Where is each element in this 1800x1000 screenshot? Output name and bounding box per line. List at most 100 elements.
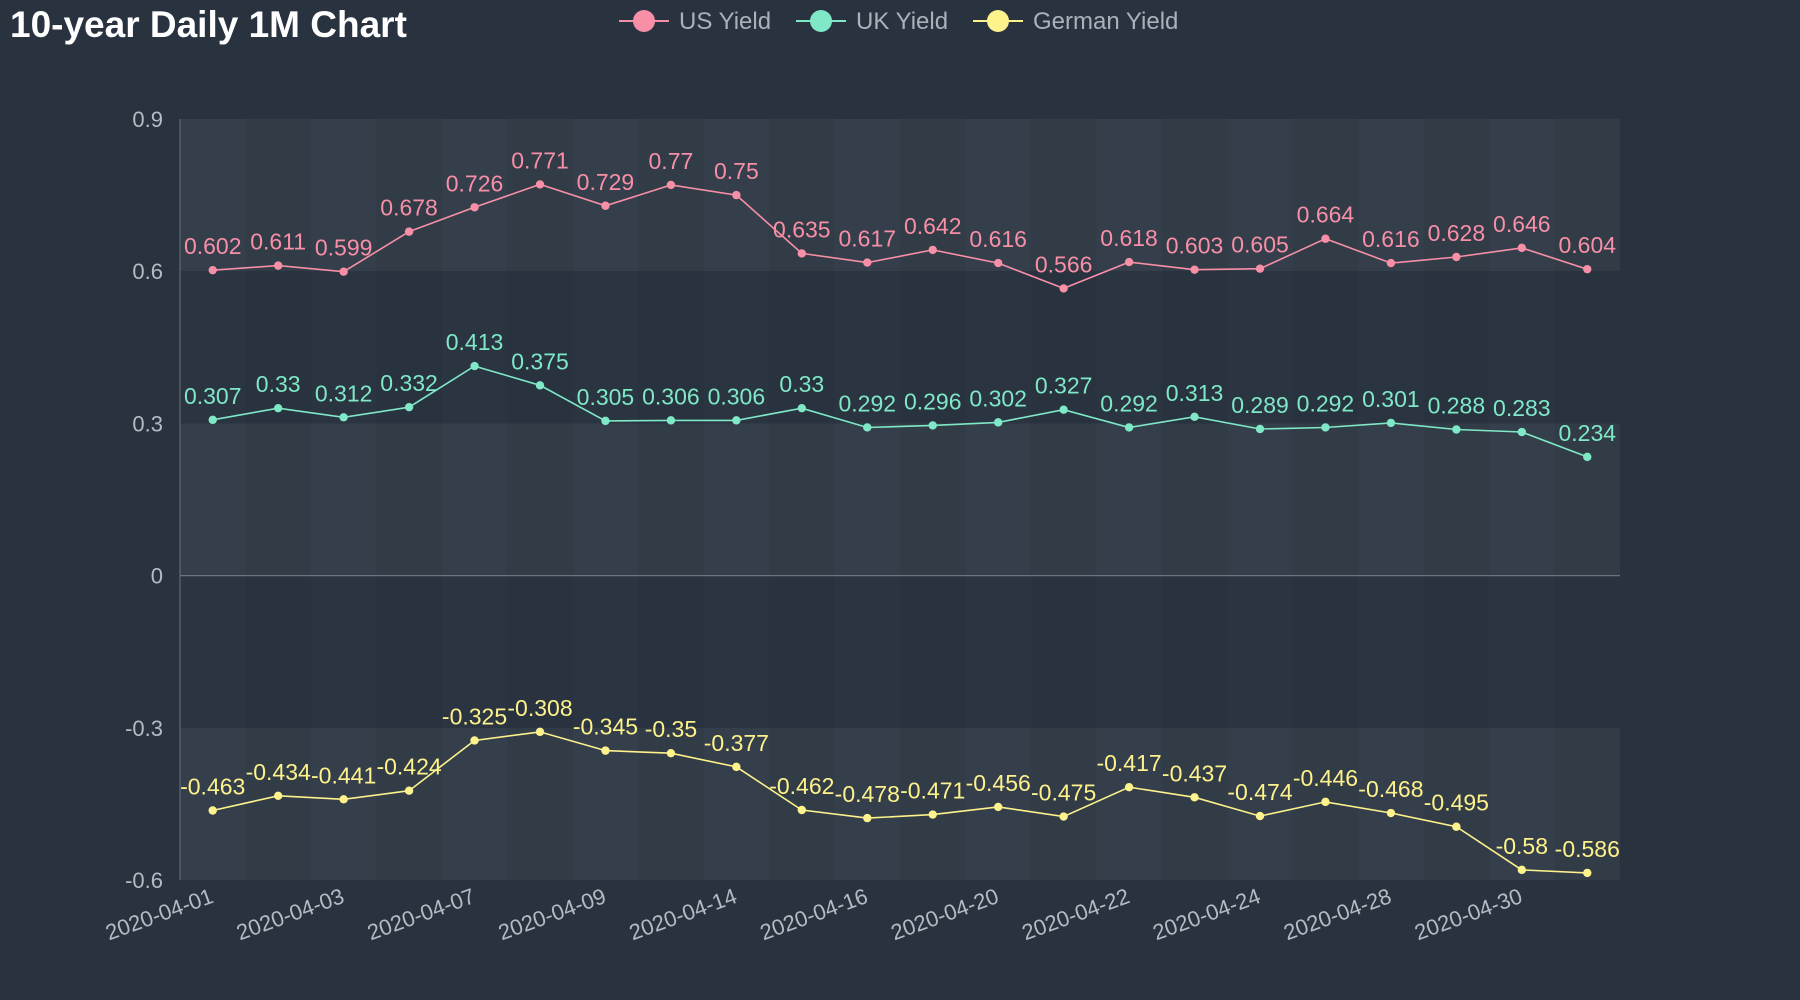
data-point (404, 402, 414, 412)
data-point (1190, 793, 1199, 802)
data-label: -0.441 (311, 762, 376, 788)
data-label: -0.325 (442, 703, 507, 729)
data-point (1517, 427, 1527, 437)
data-point (666, 748, 676, 758)
data-label: 0.603 (1166, 233, 1224, 259)
data-point (601, 746, 610, 755)
data-point (1190, 412, 1199, 422)
data-label: -0.474 (1227, 779, 1292, 805)
data-point (208, 415, 217, 425)
data-label: 0.296 (904, 388, 962, 414)
x-tick-label: 2020-04-30 (1411, 883, 1525, 945)
data-label: 0.771 (511, 147, 569, 173)
data-label: 0.566 (1035, 251, 1093, 277)
data-label: 0.292 (1100, 390, 1158, 416)
data-label: 0.617 (838, 226, 896, 252)
data-point (208, 806, 217, 815)
legend-marker (633, 10, 655, 32)
data-label: 0.327 (1035, 373, 1093, 399)
data-label: -0.434 (246, 759, 311, 785)
data-label: 0.628 (1428, 220, 1486, 246)
data-label: 0.292 (1297, 390, 1355, 416)
grid-column (1292, 119, 1359, 880)
data-point (404, 786, 414, 795)
grid-column (769, 119, 835, 880)
data-label: 0.306 (642, 383, 700, 409)
data-point (666, 180, 676, 190)
data-point (928, 421, 937, 430)
data-label: -0.462 (769, 773, 834, 799)
data-label: -0.308 (507, 695, 572, 721)
data-label: 0.283 (1493, 395, 1551, 421)
data-point (1517, 865, 1527, 875)
data-point (666, 416, 676, 425)
data-label: 0.332 (380, 370, 438, 396)
data-label: 0.313 (1166, 380, 1224, 406)
data-label: -0.424 (376, 754, 441, 780)
data-label: -0.478 (835, 781, 900, 807)
data-point (273, 261, 283, 270)
data-label: -0.471 (900, 778, 965, 804)
data-point (1583, 452, 1592, 462)
series-line-0 (212, 183, 1588, 290)
grid-band (180, 575, 1620, 728)
data-point (1452, 822, 1461, 831)
data-label: 0.306 (708, 383, 766, 409)
grid-band (180, 271, 1620, 424)
x-tick-label: 2020-04-14 (626, 883, 740, 945)
data-label: 0.305 (577, 384, 635, 410)
data-point (1124, 423, 1134, 432)
x-tick-label: 2020-04-24 (1149, 883, 1263, 945)
plot-background (180, 119, 1620, 880)
data-point (601, 416, 610, 426)
legend-marker (987, 10, 1009, 32)
data-label: 0.602 (184, 233, 242, 259)
data-point (1124, 782, 1134, 792)
data-point (993, 802, 1003, 812)
legend-label: German Yield (1033, 8, 1178, 35)
legend-label: UK Yield (856, 8, 948, 35)
data-label: 0.75 (714, 158, 759, 184)
data-point (863, 423, 872, 432)
data-point (1059, 812, 1068, 821)
data-point (1452, 425, 1461, 434)
data-point (1386, 418, 1396, 428)
grid-column (1030, 119, 1097, 880)
data-label: -0.417 (1096, 750, 1161, 776)
data-point (339, 413, 348, 422)
data-point (1124, 257, 1134, 267)
data-label: 0.301 (1362, 386, 1420, 412)
grid-band (180, 423, 1620, 576)
legend: US Yield UK Yield German Yield (619, 8, 1178, 35)
data-label: 0.616 (1362, 226, 1420, 252)
data-point (863, 258, 872, 267)
grid-column (1554, 119, 1620, 880)
grid-column (245, 119, 311, 880)
data-label: -0.468 (1358, 776, 1423, 802)
series-line-1 (212, 365, 1588, 458)
data-point (1386, 808, 1396, 818)
data-label: 0.599 (315, 235, 373, 261)
data-point (928, 245, 937, 255)
data-point (339, 267, 348, 276)
data-point (928, 810, 937, 819)
x-tick-label: 2020-04-16 (757, 883, 871, 945)
data-label: 0.604 (1558, 232, 1616, 258)
data-label: 0.664 (1297, 202, 1355, 228)
data-labels: 0.602 0.611 0.599 0.678 0.726 0.771 0.729 0.77 0… (180, 147, 1620, 861)
data-label: -0.586 (1555, 836, 1620, 862)
data-label: -0.35 (645, 716, 697, 742)
data-point (535, 381, 545, 390)
data-point (1452, 252, 1461, 262)
grid-column (1161, 119, 1228, 880)
data-point (1386, 258, 1396, 268)
data-label: 0.605 (1231, 232, 1289, 258)
data-label: 0.642 (904, 213, 962, 239)
data-point (993, 418, 1003, 427)
data-point (535, 727, 545, 737)
data-point (1517, 243, 1527, 253)
x-tick-label: 2020-04-09 (495, 883, 609, 945)
data-label: 0.288 (1428, 392, 1486, 418)
data-label: 0.33 (256, 371, 301, 397)
data-point (732, 190, 741, 200)
